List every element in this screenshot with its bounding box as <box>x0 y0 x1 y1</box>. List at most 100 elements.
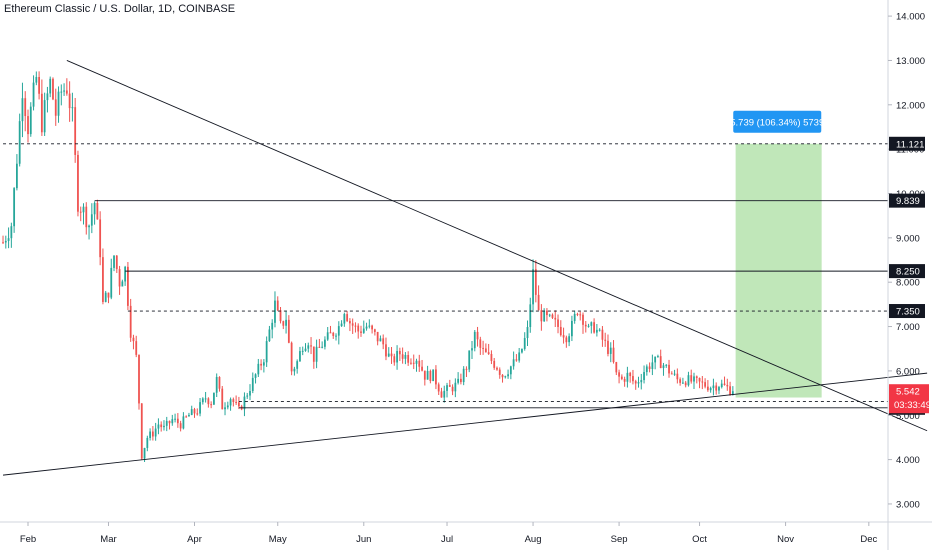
candle-body <box>296 361 299 369</box>
candle-body <box>238 402 240 407</box>
candle-body <box>634 381 637 384</box>
candle-body <box>484 348 487 353</box>
level-tag-label: 8.250 <box>896 267 920 278</box>
candle-body <box>476 331 479 340</box>
candle-body <box>146 437 149 448</box>
candle-body <box>562 335 565 338</box>
candle-body <box>121 281 124 287</box>
candle-body <box>179 423 182 429</box>
candle-body <box>598 329 601 331</box>
candle-body <box>401 354 404 359</box>
candle-body <box>623 378 626 382</box>
candle-body <box>390 353 393 357</box>
candle-body <box>246 395 249 397</box>
candle-body <box>18 121 21 164</box>
candle-body <box>723 383 726 385</box>
level-tag-label: 11.121 <box>896 139 924 150</box>
candle-body <box>279 310 282 322</box>
candle-body <box>698 377 701 382</box>
x-tick-label: Dec <box>860 534 877 545</box>
candle-body <box>604 339 607 341</box>
candle-body <box>287 319 290 343</box>
candle-body <box>276 300 279 311</box>
candle-body <box>457 378 460 383</box>
candle-body <box>579 314 582 316</box>
candle-body <box>226 405 229 408</box>
candle-body <box>426 370 429 380</box>
candle-body <box>151 431 154 437</box>
candle-body <box>448 385 451 387</box>
candle-body <box>74 107 77 155</box>
candle-body <box>185 416 188 418</box>
candle-body <box>584 324 587 327</box>
candle-body <box>695 376 698 378</box>
candle-body <box>373 329 376 332</box>
candle-body <box>601 329 604 340</box>
candle-body <box>96 202 99 220</box>
candle-body <box>196 413 199 415</box>
candle-body <box>29 106 32 135</box>
candle-body <box>329 332 332 334</box>
candle-body <box>668 364 670 374</box>
candle-body <box>529 304 532 328</box>
candle-body <box>404 354 407 359</box>
candle-body <box>104 292 107 302</box>
candle-body <box>221 388 224 410</box>
level-tag <box>889 304 925 319</box>
candle-body <box>565 337 568 343</box>
candle-body <box>143 447 146 459</box>
candle-body <box>546 310 548 316</box>
candle-body <box>201 398 204 403</box>
candle-body <box>421 366 423 371</box>
candle-body <box>554 317 557 320</box>
candle-body <box>35 77 38 83</box>
candle-body <box>354 325 357 327</box>
candle-body <box>165 420 168 426</box>
candle-body <box>543 310 546 322</box>
candle-body <box>559 326 562 336</box>
candle-body <box>118 269 121 287</box>
candle-body <box>326 332 329 340</box>
candle-body <box>465 368 468 370</box>
candle-body <box>99 219 102 258</box>
x-tick-label: Mar <box>100 534 116 545</box>
candle-body <box>251 377 254 391</box>
x-tick-label: Jun <box>356 534 371 545</box>
candle-body <box>701 381 704 383</box>
candle-body <box>684 382 687 386</box>
candle-body <box>729 386 731 395</box>
candle-body <box>160 424 163 428</box>
candle-body <box>115 255 118 270</box>
candle-body <box>157 424 160 429</box>
candle-body <box>360 331 362 333</box>
candle-body <box>132 337 135 342</box>
candle-body <box>290 342 293 372</box>
candle-body <box>657 356 659 358</box>
candle-body <box>595 329 598 333</box>
candle-body <box>307 345 310 349</box>
x-tick-label: Oct <box>692 534 707 545</box>
candle-body <box>365 326 368 329</box>
candle-body <box>321 346 324 348</box>
candle-body <box>16 163 18 189</box>
candle-body <box>10 226 13 239</box>
y-tick-label: 9.000 <box>896 233 920 244</box>
candle-body <box>63 90 65 92</box>
candle-body <box>534 269 537 295</box>
candle-body <box>193 409 196 414</box>
current-price-label: 5.542 <box>896 387 920 398</box>
candle-body <box>587 325 590 327</box>
candle-body <box>107 292 110 298</box>
candle-body <box>687 375 690 386</box>
candle-body <box>293 368 296 372</box>
candle-body <box>576 313 579 315</box>
candle-body <box>523 338 526 349</box>
candle-body <box>335 335 337 337</box>
candle-body <box>332 332 335 336</box>
candlestick-series <box>2 71 734 463</box>
candle-body <box>626 372 629 382</box>
candle-body <box>207 398 210 405</box>
y-tick-label: 6.000 <box>896 366 920 377</box>
